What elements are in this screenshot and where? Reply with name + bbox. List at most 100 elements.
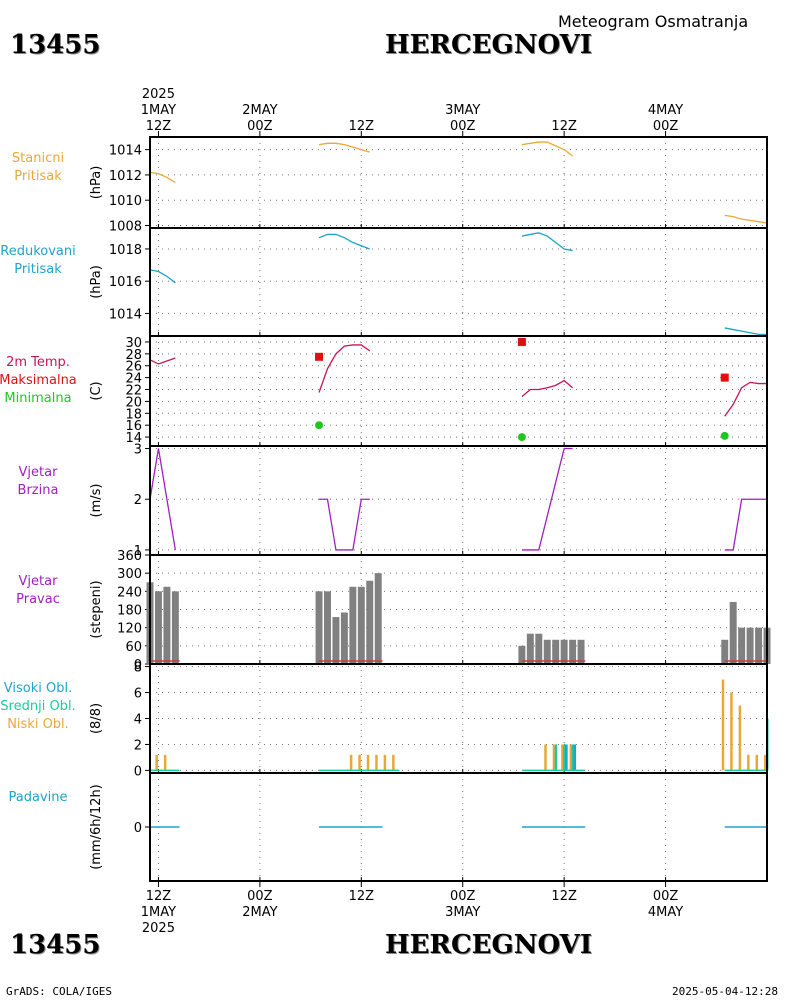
panel-label-temp: 2m Temp. [6,355,70,370]
chart-frame [149,136,768,882]
station-id: 13455 [10,30,101,60]
wind-dir-bar [324,591,331,664]
cloud-bar [383,754,387,771]
series-line-wind_speed [521,447,573,551]
station-name: HERCEGNOVI [385,30,592,60]
panel-label-reduced: Redukovani [0,244,75,259]
time-label-top: 12Z [349,119,375,134]
series-line-reduced [318,233,370,250]
wind-dir-bar [518,645,526,664]
y-tick-label-pressure: 1010 [109,194,142,209]
y-axis-label-reduced: (hPa) [89,265,104,299]
cloud-bar [155,754,158,771]
cloud-bar [366,754,370,771]
y-tick-label-wind_dir: 180 [117,604,142,619]
time-label-top: 00Z [247,119,273,134]
time-label-bottom: 12Z [349,889,375,904]
series-line-pressure [724,214,768,224]
y-tick-label-wind_dir: 60 [125,640,142,655]
y-axis-label-precip: (mm/6h/12h) [89,784,104,870]
panel-label-clouds: Srednji Obl. [0,699,75,714]
y-tick-label-temp: 16 [125,419,142,434]
y-tick-label-wind_speed: 2 [134,493,142,508]
series-line-wind_speed [319,498,370,551]
wind-dir-bar [535,633,543,664]
cloud-bar [561,744,564,771]
panel-label-wind_dir: Pravac [16,592,60,607]
cloud-bar [569,744,573,771]
product-title: Meteogram Osmatranja [558,12,749,31]
panel-label-pressure: Stanicni [12,151,64,166]
max-temp-marker [720,373,729,382]
y-tick-label-temp: 28 [125,348,142,363]
min-temp-marker [517,433,526,442]
cloud-bar [764,754,767,771]
panel-label-clouds: Visoki Obl. [4,681,72,696]
wind-dir-bar [738,627,746,664]
cloud-bar [163,754,167,771]
time-label-bottom: 12Z [551,889,577,904]
series-line-wind_speed [149,448,176,551]
wind-dir-bar [729,601,737,664]
series-line-pressure [521,141,573,157]
panel-label-clouds: Niski Obl. [7,717,69,732]
cloud-bar [358,754,361,771]
time-label-top: 4MAY [648,103,683,118]
series-line-reduced [521,232,573,252]
wind-dir-bar [332,617,340,664]
cloud-bar [349,754,353,771]
time-label-bottom: 2025 [142,921,175,936]
panel-clouds: (8/8) [89,664,769,773]
wind-dir-bar [171,591,179,664]
y-axis-label-temp: (C) [89,381,104,400]
y-tick-label-reduced: 1014 [109,307,142,322]
y-axis-label-clouds: (8/8) [89,703,104,734]
series-line-reduced [149,269,176,284]
panel-reduced: (hPa) [89,228,767,336]
cloud-bar [721,679,725,771]
cloud-bar [563,744,566,771]
panel-wind_speed: (m/s) [89,446,767,555]
wind-dir-bar [560,639,568,664]
wind-dir-bar [349,586,357,664]
time-label-top: 3MAY [445,103,480,118]
cloud-bar [544,744,547,771]
y-tick-label-wind_speed: 3 [134,443,142,458]
wind-dir-bar [577,639,585,664]
series-line-pressure [149,171,176,184]
y-tick-label-pressure: 1012 [109,169,142,184]
wind-dir-bar [366,580,374,664]
series-line-wind_speed [724,498,767,551]
panel-label-temp: Minimalna [4,391,71,406]
y-tick-label-wind_dir: 300 [117,567,142,582]
time-label-bottom: 12Z [146,889,172,904]
time-label-bottom: 00Z [450,889,476,904]
y-tick-label-clouds: 6 [134,687,142,702]
panel-label-reduced: Pritisak [14,262,62,277]
series-line-reduced [724,327,767,336]
wind-dir-bar [154,591,162,664]
panel-label-temp: Maksimalna [0,373,77,388]
series-line-pressure [318,142,370,153]
time-label-bottom: 00Z [653,889,679,904]
cloud-bar [392,754,395,771]
wind-dir-bar [526,633,534,664]
series-line-temp [724,381,767,417]
time-label-top: 2MAY [242,103,277,118]
footer-credit: GrADS: COLA/IGES [6,985,112,998]
panel-temp: (C) [89,336,767,446]
y-tick-label-clouds: 4 [134,713,142,728]
y-axis-label-pressure: (hPa) [89,166,104,200]
y-tick-label-wind_speed: 1 [134,544,142,559]
y-tick-label-pressure: 1008 [109,219,142,234]
y-tick-label-wind_dir: 240 [117,585,142,600]
time-label-bottom: 4MAY [648,905,683,920]
wind-dir-bar [340,612,348,664]
panel-label-precip: Padavine [9,790,68,805]
y-tick-label-wind_dir: 360 [117,549,142,564]
max-temp-marker [517,337,526,346]
wind-dir-bar [357,586,365,664]
wind-dir-bar [569,639,577,664]
y-tick-label-wind_dir: 120 [117,622,142,637]
